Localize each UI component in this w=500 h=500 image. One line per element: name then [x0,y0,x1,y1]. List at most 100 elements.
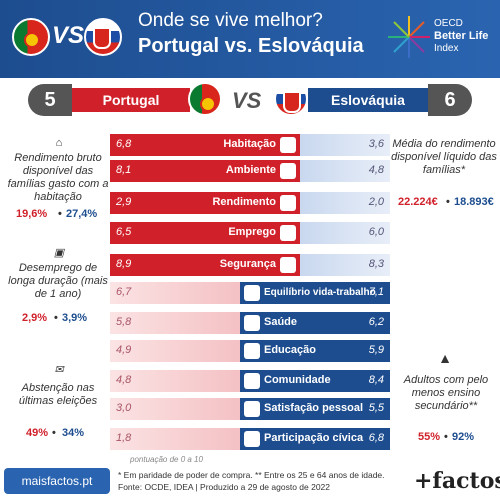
row-portugal-bar [110,312,240,334]
row-slovakia-bar [300,254,390,276]
row-slovakia-value: 3,6 [368,138,384,150]
row-portugal-value: 2,9 [116,196,132,208]
ballot-ann-icon: ✉ [54,364,64,376]
housing-pt: 19,6% [16,208,48,220]
row-label: Comunidade [264,374,331,386]
row-label: Educação [264,344,316,356]
oecd-logo: OECD Better Life Index [382,6,494,70]
briefcase-icon [280,225,296,241]
unemployment-pt: 2,9% [22,312,48,324]
row-slovakia-value: 2,0 [368,196,384,208]
row-portugal-value: 4,9 [116,344,132,356]
page-subtitle: Onde se vive melhor? [138,10,323,31]
person-icon [244,401,260,417]
row-slovakia-value: 8,3 [368,258,384,270]
housing-annotation: Rendimento bruto disponível das famílias… [7,152,109,203]
row-portugal-value: 6,7 [116,286,132,298]
housing-sk: 27,4% [66,208,98,220]
portugal-flag-small-icon [188,82,222,116]
brand-line3: Index [434,43,459,54]
house-icon [280,137,296,153]
row-portugal-bar [110,222,300,244]
row-label: Segurança [219,258,276,270]
comparison-row: 4,9 5,9 Educação [110,340,390,362]
row-label: Ambiente [225,164,276,176]
row-slovakia-value: 4,8 [368,164,384,176]
money-icon [280,195,296,211]
row-portugal-value: 1,8 [116,432,132,444]
row-portugal-value: 6,5 [116,226,132,238]
row-slovakia-value: 6,8 [368,432,384,444]
comparison-vs: VS [232,88,262,113]
brand-logo: +factos [414,468,500,494]
slovakia-score: 6 [428,84,472,116]
row-slovakia-bar [240,340,390,362]
guard-icon [280,257,296,273]
row-portugal-bar [110,428,240,450]
row-slovakia-bar [300,160,390,182]
unemployment-sk: 3,9% [62,312,88,324]
row-label: Equilíbrio vida-trabalho [264,287,376,298]
slovakia-flag-small-icon [274,82,308,116]
row-portugal-bar [110,254,300,276]
row-slovakia-bar [300,222,390,244]
comparison-row: 5,8 6,2 Saúde [110,312,390,334]
row-label: Rendimento [212,196,276,208]
row-slovakia-value: 6,0 [368,226,384,238]
row-slovakia-value: 7,1 [368,286,384,298]
row-slovakia-bar [240,312,390,334]
income-sk: 18.893€ [454,196,494,208]
comparison-row: 1,8 6,8 Participação cívica [110,428,390,450]
row-label: Saúde [264,316,298,328]
slovakia-flag-icon [84,18,122,56]
income-annotation: Média do rendimento disponível líquido d… [391,138,497,176]
row-portugal-bar [110,134,300,156]
row-portugal-value: 8,1 [116,164,132,176]
row-portugal-value: 3,0 [116,402,132,414]
row-portugal-value: 8,9 [116,258,132,270]
footnote-2: Fonte: OCDE, IDEA | Produzido a 29 de ag… [118,482,331,492]
comparison-row: 6,8 3,6 Habitação [110,134,390,156]
row-portugal-bar [110,398,240,420]
row-label: Habitação [223,138,276,150]
portugal-name: Portugal [72,88,190,112]
ballot-icon [244,431,260,447]
briefcase-ann-icon: ▣ [53,247,65,259]
row-slovakia-value: 5,5 [368,402,384,414]
row-slovakia-bar [240,370,390,392]
row-slovakia-value: 8,4 [368,374,384,386]
housing-sep: • [58,208,62,220]
site-link[interactable]: maisfactos.pt [4,468,110,494]
scale-note: pontuação de 0 a 10 [130,455,203,464]
abstention-annotation: Abstenção nas últimas eleições [18,382,98,407]
row-portugal-bar [110,192,300,214]
footer-notes: * Em paridade de poder de compra. ** Ent… [118,469,385,493]
row-slovakia-bar [240,398,390,420]
brand-line2: Better Life [434,30,489,42]
row-slovakia-value: 5,9 [368,344,384,356]
balance-icon [244,285,260,301]
education-sk: 92% [452,431,475,443]
row-slovakia-bar [240,428,390,450]
row-slovakia-bar [300,192,390,214]
row-portugal-bar [110,370,240,392]
row-portugal-value: 5,8 [116,316,132,328]
row-label: Satisfação pessoal [264,402,364,414]
portugal-score: 5 [28,84,72,116]
tree-icon [280,163,296,179]
comparison-row: 2,9 2,0 Rendimento [110,192,390,214]
graduation-cap-icon: ▲ [438,350,452,366]
housing-icon: ⌂ [55,137,63,149]
comparison-row: 6,5 6,0 Emprego [110,222,390,244]
comparison-row: 3,0 5,5 Satisfação pessoal [110,398,390,420]
unemployment-annotation: Desemprego de longa duração (mais de 1 a… [8,262,108,300]
comparison-row: 8,9 8,3 Segurança [110,254,390,276]
row-slovakia-bar [300,134,390,156]
brand-line1: OECD [434,18,463,29]
page-title: Portugal vs. Eslováquia [138,35,364,57]
education-sep: • [444,431,448,443]
income-pt: 22.224€ [398,196,438,208]
row-label: Participação cívica [264,432,364,444]
row-slovakia-value: 6,2 [368,316,384,328]
community-icon [244,373,260,389]
